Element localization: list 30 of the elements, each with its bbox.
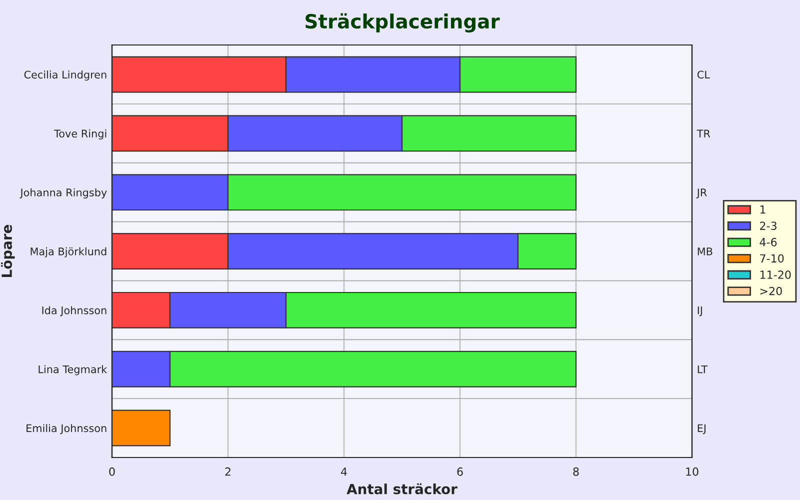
y2-tick-label: TR	[696, 130, 710, 138]
y-tick-label: Tove Ringi	[54, 129, 106, 140]
legend-label: 11-20	[760, 270, 791, 279]
y2-tick-label: JR	[696, 188, 707, 198]
y2-tick-label: MB	[698, 248, 712, 256]
legend-label: 2-3	[760, 222, 776, 230]
y-tick-label: Maja Björklund	[30, 247, 106, 258]
legend-label: 1	[760, 205, 766, 214]
y-tick-label: Lina Tegmark	[38, 365, 108, 376]
legend-label: 7-10	[760, 254, 784, 263]
x-tick-label: 0	[109, 467, 115, 476]
y-tick-label: Cecilia Lindgren	[24, 70, 106, 81]
x-tick-label: 6	[457, 467, 463, 476]
y2-tick-label: EJ	[698, 424, 706, 434]
bar	[112, 410, 171, 446]
y2-tick-label: IJ	[698, 306, 702, 316]
x-tick-label: 8	[573, 467, 579, 476]
x-tick-label: 4	[341, 468, 347, 476]
y-axis-title: Löpare	[1, 224, 15, 277]
chart-title: Sträckplaceringar	[306, 13, 500, 33]
y-tick-label: Emilia Johnsson	[26, 424, 106, 434]
y-tick-label: Ida Johnsson	[42, 306, 106, 316]
x-axis-title: Antal sträckor	[346, 483, 458, 494]
y2-tick-label: CL	[697, 70, 710, 79]
x-tick-label: 2	[225, 467, 230, 476]
legend-label: 4-6	[760, 238, 777, 246]
y-tick-label: Johanna Ringsby	[20, 188, 107, 198]
x-tick-label: 10	[686, 467, 698, 476]
legend-label: >20	[760, 286, 782, 296]
y2-tick-label: LT	[698, 365, 708, 374]
